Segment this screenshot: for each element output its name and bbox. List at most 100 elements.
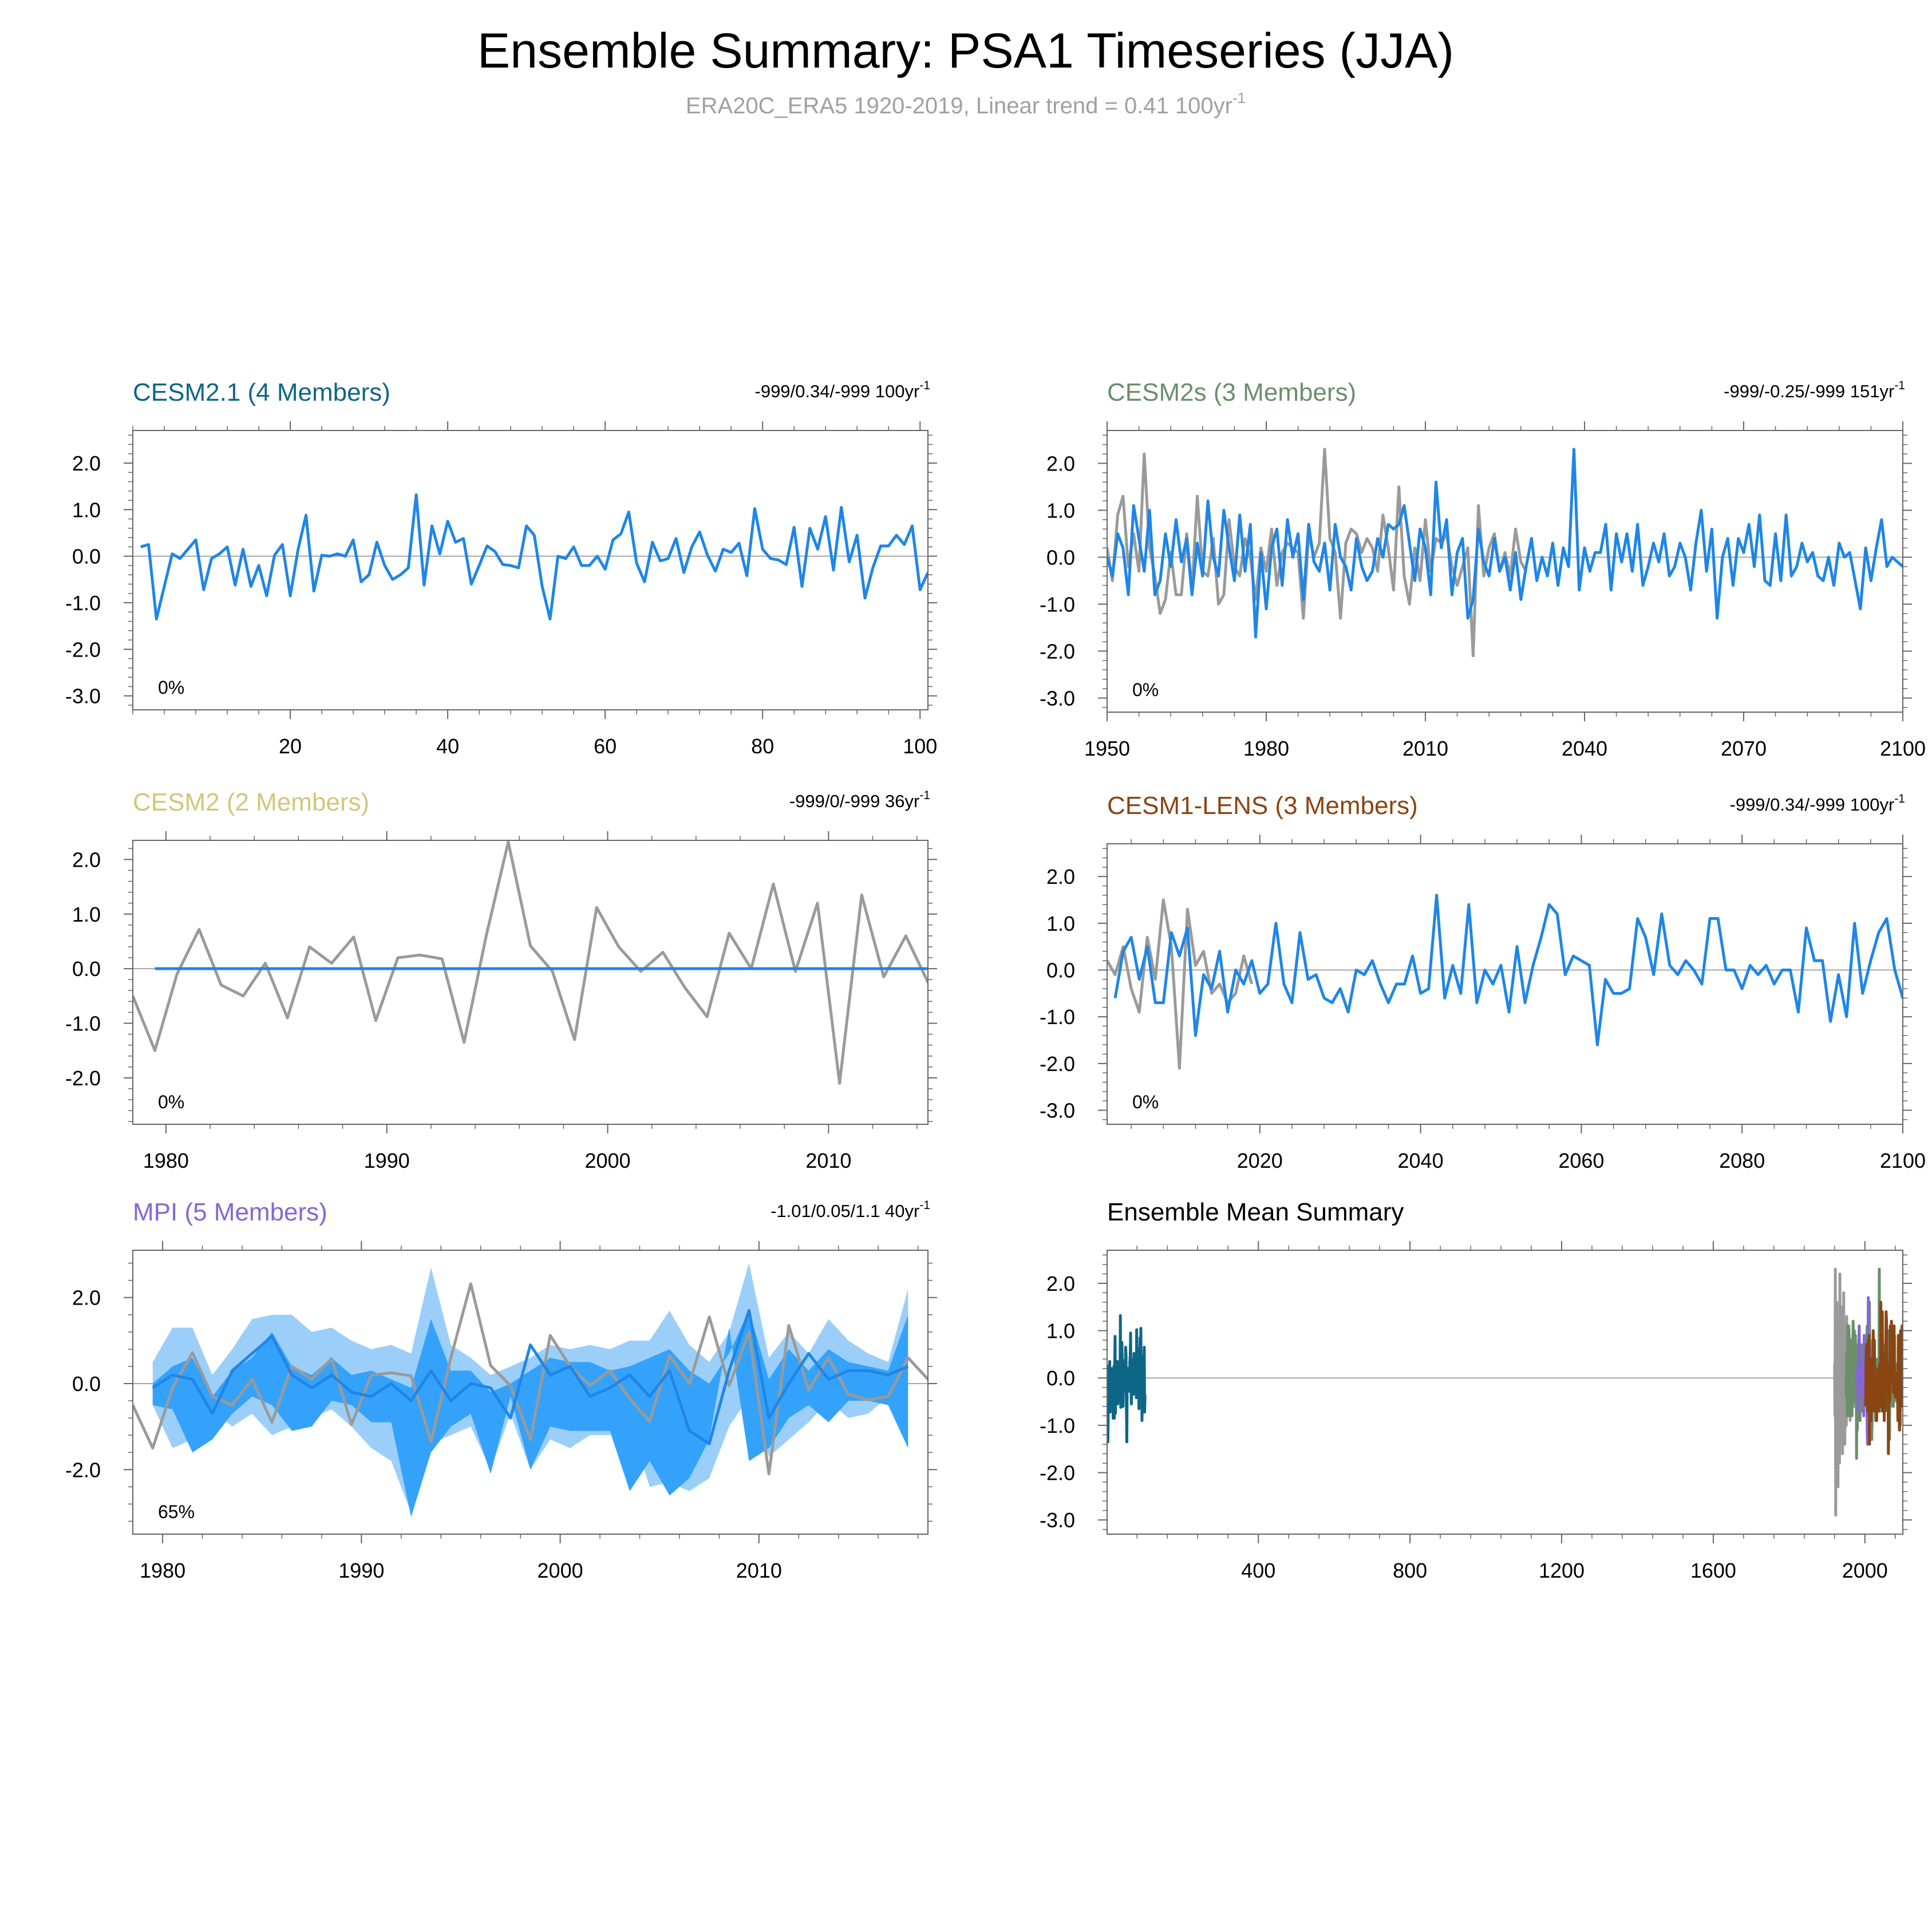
chart-panels: 2.01.00.0-1.0-2.0-3.020 40 60 80 100CESM2.1 … <box>65 378 1926 1582</box>
x-tick-label: 100 <box>903 734 937 758</box>
plot-area <box>1107 894 1903 1070</box>
plot-frame <box>1107 1250 1903 1535</box>
x-tick-label: 2100 <box>1880 1149 1926 1172</box>
figure-subtitle-sup: -1 <box>1232 89 1246 106</box>
x-tick-label: 80 <box>751 734 774 758</box>
x-tick-label: 1600 <box>1690 1559 1736 1582</box>
panel-mpi: 2.0 0.0 -2.0 1980 1990 2000 2010 MPI (5 Members… <box>65 1198 937 1582</box>
y-tick-label: -3.0 <box>1040 1508 1075 1532</box>
trend-annotation: -1.01/0.05/1.1 40yr-1 <box>771 1199 930 1221</box>
plot-area <box>133 840 928 1085</box>
y-tick-label: 1.0 <box>72 903 101 926</box>
x-tick-label: 2000 <box>1842 1559 1888 1582</box>
plot-frame <box>1107 843 1903 1125</box>
spread-band-inner <box>152 1310 908 1517</box>
y-tick-label: -1.0 <box>1040 592 1075 616</box>
x-tick-label: 800 <box>1393 1559 1427 1582</box>
figure-title: Ensemble Summary: PSA1 Timeseries (JJA) <box>477 23 1454 78</box>
series-line-model <box>1113 894 1903 1046</box>
percent-label: 0% <box>158 677 184 698</box>
y-tick-label: -1.0 <box>1040 1414 1075 1437</box>
plot-area <box>1107 1267 1903 1517</box>
trend-text: -999/0.34/-999 100yr <box>1730 795 1895 815</box>
plot-area <box>133 493 928 621</box>
y-tick-label: -2.0 <box>65 638 101 661</box>
y-tick-label: -3.0 <box>1040 1099 1075 1123</box>
y-tick-label: 1.0 <box>72 498 101 521</box>
x-tick-label: 2040 <box>1562 737 1607 760</box>
y-tick-label: -3.0 <box>65 685 101 708</box>
panel-title: CESM2.1 (4 Members) <box>133 378 390 406</box>
figure-subtitle: ERA20C_ERA5 1920-2019, Linear trend = 0.… <box>686 89 1246 118</box>
y-tick-label: -2.0 <box>65 1458 101 1481</box>
series-line-obs <box>133 1282 928 1476</box>
trend-text: -999/-0.25/-999 151yr <box>1724 381 1894 401</box>
y-tick-label: -2.0 <box>1040 1461 1075 1485</box>
trend-text: -999/0/-999 36yr <box>789 791 919 811</box>
x-tick-label: 1980 <box>143 1149 189 1172</box>
x-tick-label: 400 <box>1241 1559 1275 1582</box>
figure-subtitle-text: ERA20C_ERA5 1920-2019, Linear trend = 0.… <box>686 93 1232 118</box>
plot-frame <box>132 1250 929 1535</box>
x-tick-label: 2040 <box>1398 1149 1444 1172</box>
y-tick-label: 2.0 <box>1046 865 1075 888</box>
trend-text: -999/0.34/-999 100yr <box>755 381 920 401</box>
series-line-cesm1lens <box>1864 1301 1903 1455</box>
y-tick-label: 1.0 <box>1046 1319 1075 1343</box>
x-tick-label: 2100 <box>1880 737 1926 760</box>
x-tick-label: 1990 <box>364 1149 410 1172</box>
y-tick-label: 2.0 <box>72 848 101 871</box>
x-tick-label: 1980 <box>140 1559 185 1582</box>
panel-title: MPI (5 Members) <box>133 1198 327 1226</box>
x-tick-label: 2080 <box>1719 1149 1765 1172</box>
y-tick-label: 2.0 <box>72 1286 101 1310</box>
y-tick-label: -2.0 <box>65 1066 101 1090</box>
panel-title: CESM2s (3 Members) <box>1107 378 1356 406</box>
series-line-obs <box>1107 448 1528 658</box>
trend-text: -1.01/0.05/1.1 40yr <box>771 1201 919 1221</box>
panel-title: CESM1-LENS (3 Members) <box>1107 792 1418 820</box>
y-tick-label: -2.0 <box>1040 1052 1075 1076</box>
percent-label: 0% <box>1132 1092 1159 1112</box>
trend-annotation: -999/-0.25/-999 151yr-1 <box>1724 379 1905 401</box>
trend-annotation: -999/0/-999 36yr-1 <box>789 789 930 811</box>
plot-area <box>1107 448 1903 658</box>
x-tick-label: 2010 <box>736 1559 782 1582</box>
percent-label: 0% <box>1132 679 1159 700</box>
y-tick-label: 2.0 <box>1046 452 1075 475</box>
series-line-model <box>152 1309 909 1445</box>
y-tick-label: 0.0 <box>72 1372 101 1396</box>
plot-frame <box>132 840 929 1125</box>
panel-cesm1lens: 2.0 1.0 0.0 -1.0 -2.0 -3.0 2020 2040 2060 2080 210… <box>1040 792 1926 1172</box>
panel-cesm2s: 2.0 1.0 0.0 -1.0 -2.0 -3.0 1950 1980 2010 2040 207… <box>1040 378 1926 760</box>
x-tick-label: 2020 <box>1237 1149 1283 1172</box>
y-tick-label: -1.0 <box>1040 1005 1075 1029</box>
x-tick-label: 20 <box>279 734 302 758</box>
trend-sup: -1 <box>919 379 930 392</box>
y-tick-label: 0.0 <box>1046 959 1075 982</box>
panel-cesm2: 2.0 1.0 0.0 -1.0 -2.0 1980 1990 2000 2010 CESM2 (… <box>65 788 937 1172</box>
panel-cesm21: 2.0 1.0 0.0 -1.0 -2.0 -3.0 20 40 60 80 100 CESM2.1 … <box>65 378 937 758</box>
x-tick-label: 2010 <box>1402 737 1448 760</box>
y-tick-label: 2.0 <box>72 452 101 475</box>
series-line-model <box>1107 448 1903 639</box>
y-tick-label: -3.0 <box>1040 686 1075 710</box>
x-tick-label: 2010 <box>805 1149 851 1172</box>
series-line-model <box>140 493 928 621</box>
panel-title: Ensemble Mean Summary <box>1107 1198 1404 1226</box>
trend-sup: -1 <box>919 789 930 802</box>
x-tick-label: 2000 <box>538 1559 583 1582</box>
x-tick-label: 40 <box>436 734 459 758</box>
y-tick-label: -1.0 <box>65 1012 101 1036</box>
y-tick-label: 0.0 <box>72 957 101 981</box>
x-tick-label: 1980 <box>1243 737 1289 760</box>
plot-area <box>133 1263 928 1517</box>
y-tick-label: 0.0 <box>72 545 101 568</box>
trend-annotation: -999/0.34/-999 100yr-1 <box>1730 792 1906 815</box>
x-tick-label: 60 <box>594 734 617 758</box>
x-tick-label: 2060 <box>1558 1149 1604 1172</box>
x-tick-label: 2070 <box>1721 737 1767 760</box>
x-tick-label: 1990 <box>338 1559 384 1582</box>
y-tick-label: 0.0 <box>1046 546 1075 569</box>
series-line-obs <box>133 840 928 1085</box>
